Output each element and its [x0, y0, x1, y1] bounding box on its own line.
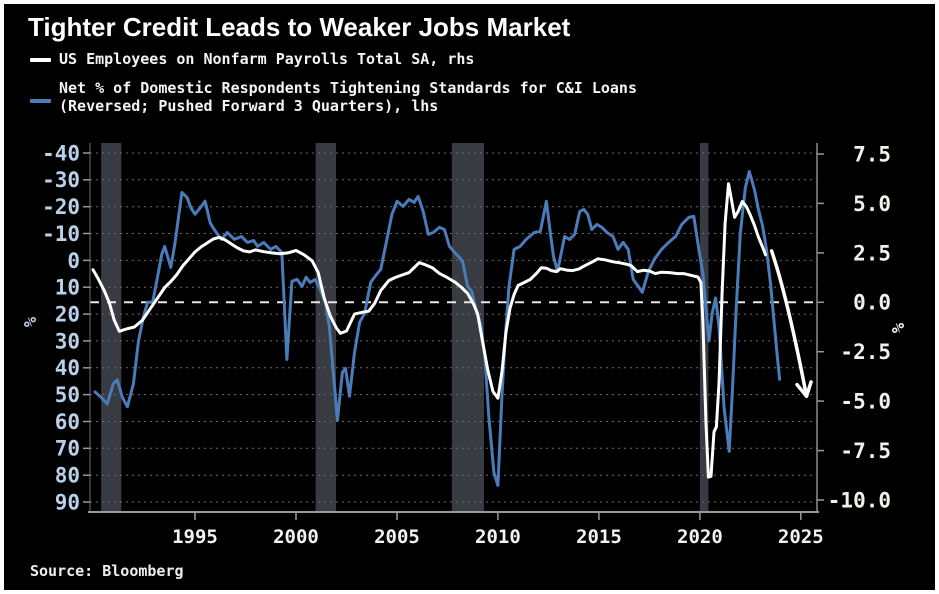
left-tick-label: 30	[55, 329, 80, 353]
arrow-shaft	[769, 249, 809, 398]
right-tick-label: 7.5	[853, 142, 891, 166]
x-tick-label: 2025	[778, 526, 824, 548]
chart-title: Tighter Credit Leads to Weaker Jobs Mark…	[28, 12, 571, 42]
left-axis-unit-label: %	[21, 316, 41, 327]
right-axis-labels: 7.5 5.0 2.5 0.0 -2.5 -5.0 -7.5 -10.0	[817, 142, 891, 512]
right-tick-label: 5.0	[853, 192, 891, 216]
left-tick-label: 50	[55, 383, 80, 407]
left-tick-label: 60	[55, 410, 80, 434]
x-axis-labels: 1995 2000 2005 2010 2015 2020 2025	[172, 512, 824, 548]
right-tick-label: -7.5	[840, 439, 891, 463]
chart-container: Tighter Credit Leads to Weaker Jobs Mark…	[4, 4, 935, 590]
right-tick-label: 0.0	[853, 291, 891, 315]
arrowhead-icon	[804, 380, 813, 398]
recession-band	[315, 143, 336, 512]
left-tick-label: 10	[55, 276, 80, 300]
right-tick-label: -5.0	[840, 389, 891, 413]
right-tick-label: -10.0	[828, 488, 891, 512]
left-tick-label: 0	[67, 249, 80, 273]
legend-swatch-tightening	[30, 99, 51, 103]
legend-label-tightening: Net % of Domestic Respondents Tightening…	[59, 79, 637, 115]
gridlines	[90, 152, 817, 503]
x-tick-label: 2020	[677, 526, 723, 548]
recession-band	[101, 143, 122, 512]
right-tick-label: 2.5	[853, 241, 891, 265]
x-tick-label: 2005	[374, 526, 420, 548]
legend-item-tightening: Net % of Domestic Respondents Tightening…	[30, 79, 637, 115]
x-tick-label: 1995	[172, 526, 218, 548]
recession-bands	[101, 143, 709, 512]
right-axis-unit-label: %	[889, 322, 909, 333]
legend-label-tightening-line2: (Reversed; Pushed Forward 3 Quarters), l…	[59, 97, 439, 115]
x-tick-label: 2010	[475, 526, 521, 548]
right-tick-label: -2.5	[840, 340, 891, 364]
left-tick-label: -20	[42, 195, 80, 219]
left-tick-label: 90	[55, 490, 80, 514]
legend-item-payrolls: US Employees on Nonfarm Payrolls Total S…	[30, 50, 474, 68]
arrowhead-icon	[795, 382, 809, 398]
left-tick-label: 80	[55, 464, 80, 488]
series-line-tightening	[93, 170, 782, 487]
left-tick-label: 70	[55, 437, 80, 461]
left-tick-label: -30	[42, 168, 80, 192]
x-tick-label: 2015	[576, 526, 622, 548]
legend-label-payrolls: US Employees on Nonfarm Payrolls Total S…	[59, 50, 475, 68]
annotation-arrow	[769, 249, 813, 398]
legend-label-tightening-line1: Net % of Domestic Respondents Tightening…	[59, 79, 637, 97]
left-tick-label: 40	[55, 356, 80, 380]
series-line-payrolls	[91, 182, 767, 479]
legend-swatch-payrolls	[30, 58, 51, 62]
x-tick-label: 2000	[273, 526, 319, 548]
source-label: Source: Bloomberg	[30, 562, 184, 580]
left-tick-label: -10	[42, 222, 80, 246]
left-tick-label: 20	[55, 302, 80, 326]
left-tick-label: -40	[42, 141, 80, 165]
